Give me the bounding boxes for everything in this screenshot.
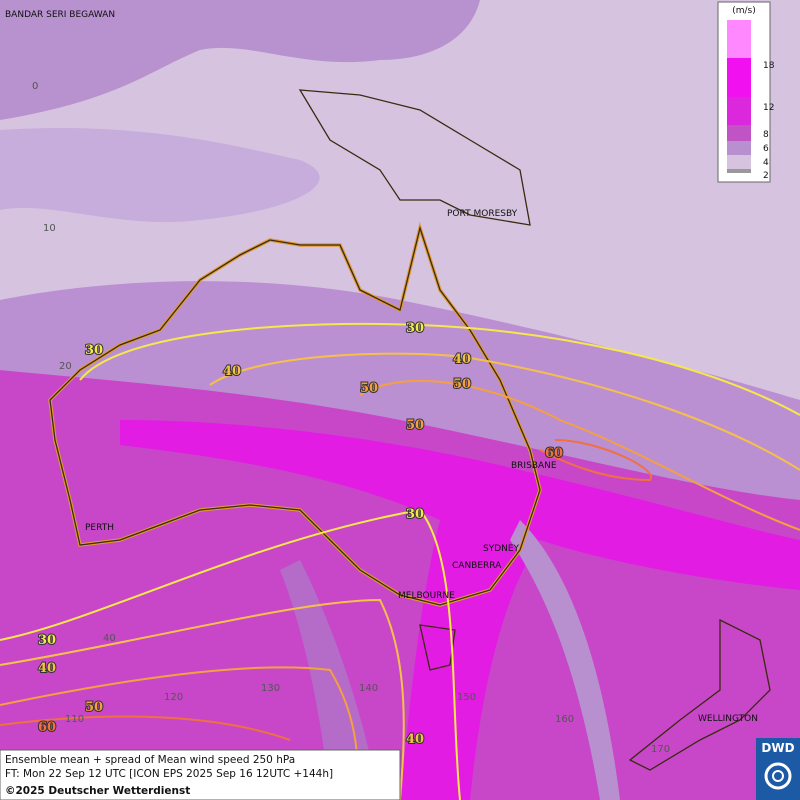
city-label: PORT MORESBY <box>447 209 518 219</box>
legend-label: 12 <box>763 103 774 113</box>
contour-label: 50 <box>360 381 378 396</box>
legend-unit: (m/s) <box>732 6 756 16</box>
legend-label: 18 <box>763 61 775 71</box>
coastline <box>628 618 771 771</box>
graticule-label: 110 <box>65 714 84 725</box>
shade-medium <box>510 520 620 800</box>
graticule-label: 0 <box>32 81 38 92</box>
legend-label: 6 <box>763 144 769 154</box>
contour <box>209 352 800 471</box>
logo-icon <box>764 762 792 790</box>
contour-label: 30 <box>406 507 424 522</box>
city-label: BANDAR SERI BEGAWAN <box>5 10 115 20</box>
graticule-label: 10 <box>43 223 56 234</box>
contour-label: 40 <box>223 364 241 379</box>
contour-label: 40 <box>406 732 424 747</box>
legend-swatch <box>727 125 751 141</box>
legend-label: 4 <box>763 158 769 168</box>
caption-line: FT: Mon 22 Sep 12 UTC [ICON EPS 2025 Sep… <box>5 768 333 780</box>
caption: Ensemble mean + spread of Mean wind spee… <box>0 749 401 800</box>
logo: DWD <box>756 738 800 800</box>
contour-label: 40 <box>38 661 56 676</box>
city-label: CANBERRA <box>452 561 502 571</box>
graticule-label: 130 <box>261 683 280 694</box>
coastline <box>49 225 541 606</box>
legend: (m/s) 18 12 8 6 4 2 <box>717 1 775 183</box>
contour <box>0 508 461 800</box>
legend-swatch <box>727 169 751 173</box>
contour <box>0 598 405 800</box>
graticule-label: 170 <box>651 744 670 755</box>
contour <box>359 379 800 531</box>
legend-swatch <box>727 20 751 58</box>
city-label: WELLINGTON <box>698 714 758 724</box>
legend-swatch <box>727 58 751 97</box>
caption-box <box>0 749 401 800</box>
graticule-label: 160 <box>555 714 574 725</box>
city-label: SYDNEY <box>483 544 520 554</box>
contour-label: 30 <box>38 633 56 648</box>
graticule-label: 120 <box>164 692 183 703</box>
city-label: MELBOURNE <box>398 591 455 601</box>
graticule-label: 40 <box>103 633 116 644</box>
logo-icon <box>772 770 784 782</box>
contour-label: 50 <box>85 700 103 715</box>
contour-label: 60 <box>38 720 56 735</box>
contour-label: 50 <box>406 418 424 433</box>
contour-label: 50 <box>453 377 471 392</box>
legend-label: 8 <box>763 130 769 140</box>
contour-label: 40 <box>453 352 471 367</box>
shade-light <box>0 127 320 223</box>
legend-label: 2 <box>763 171 769 181</box>
contour <box>539 439 653 482</box>
graticule-label: 150 <box>457 692 476 703</box>
city-label: BRISBANE <box>511 461 557 471</box>
legend-swatch <box>727 141 751 155</box>
caption-line: Ensemble mean + spread of Mean wind spee… <box>5 754 295 766</box>
contour-label: 30 <box>85 343 103 358</box>
caption-line: ©2025 Deutscher Wetterdienst <box>5 785 190 797</box>
city-label: PERTH <box>85 523 114 533</box>
shade-bright <box>120 420 800 800</box>
graticule-label: 20 <box>59 361 72 372</box>
coastline <box>298 89 531 226</box>
legend-swatch <box>727 97 751 125</box>
logo-box <box>756 738 800 800</box>
graticule-label: 140 <box>359 683 378 694</box>
coastline <box>419 624 456 671</box>
logo-text: DWD <box>761 741 794 755</box>
contour <box>0 715 291 741</box>
contour-label: 30 <box>406 321 424 336</box>
contour-label: 60 <box>545 446 563 461</box>
contour <box>79 322 800 416</box>
shade-medium <box>0 0 480 120</box>
legend-swatch <box>727 155 751 169</box>
